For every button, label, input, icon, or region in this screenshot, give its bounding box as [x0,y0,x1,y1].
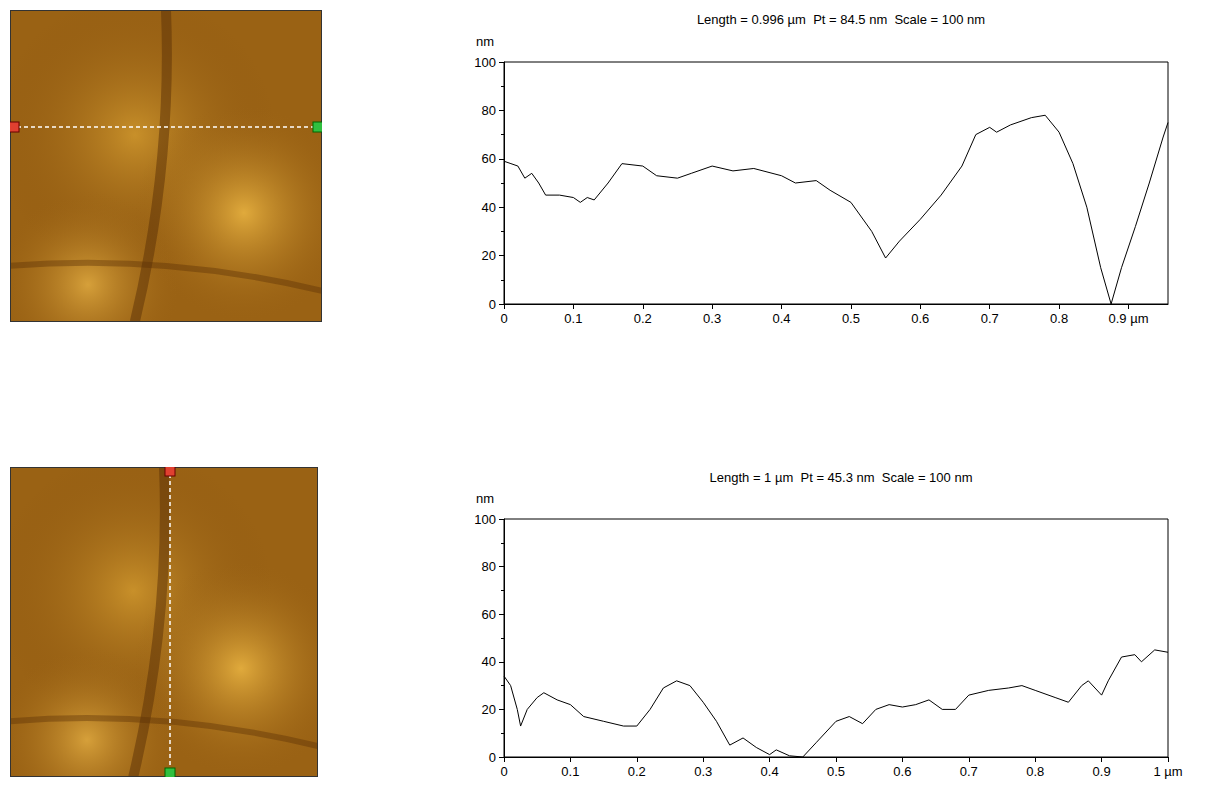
svg-text:0.7: 0.7 [960,764,978,779]
svg-text:0.5: 0.5 [842,311,860,326]
svg-text:Length = 1 µm Pt = 45.3 nm S: Length = 1 µm Pt = 45.3 nm Scale = 100 n… [710,470,973,485]
svg-text:0.2: 0.2 [628,764,646,779]
svg-text:0.2: 0.2 [634,311,652,326]
svg-text:0.4: 0.4 [772,311,790,326]
svg-text:0.8: 0.8 [1026,764,1044,779]
svg-text:100: 100 [474,55,496,70]
svg-text:1 µm: 1 µm [1153,764,1182,779]
svg-text:80: 80 [482,559,496,574]
svg-text:Length = 0.996 µm Pt = 84.5 n: Length = 0.996 µm Pt = 84.5 nm Scale = 1… [697,12,985,27]
svg-text:0.6: 0.6 [893,764,911,779]
svg-text:0.3: 0.3 [694,764,712,779]
svg-text:40: 40 [482,200,496,215]
svg-text:100: 100 [474,512,496,527]
svg-text:60: 60 [482,607,496,622]
svg-text:0: 0 [489,750,496,765]
svg-text:0.3: 0.3 [703,311,721,326]
svg-text:0.5: 0.5 [827,764,845,779]
svg-text:80: 80 [482,103,496,118]
svg-text:0.9: 0.9 [1093,764,1111,779]
svg-text:nm: nm [476,491,494,506]
svg-text:0.1: 0.1 [564,311,582,326]
svg-text:0: 0 [500,764,507,779]
svg-text:40: 40 [482,654,496,669]
svg-text:0.1: 0.1 [561,764,579,779]
svg-text:0: 0 [500,311,507,326]
svg-text:0.8: 0.8 [1050,311,1068,326]
svg-text:60: 60 [482,151,496,166]
svg-text:0.7: 0.7 [981,311,999,326]
svg-text:20: 20 [482,702,496,717]
svg-text:0.4: 0.4 [761,764,779,779]
svg-text:20: 20 [482,248,496,263]
svg-text:0.6: 0.6 [911,311,929,326]
svg-text:0: 0 [489,297,496,312]
svg-text:nm: nm [476,34,494,49]
svg-text:0.9 µm: 0.9 µm [1108,311,1148,326]
